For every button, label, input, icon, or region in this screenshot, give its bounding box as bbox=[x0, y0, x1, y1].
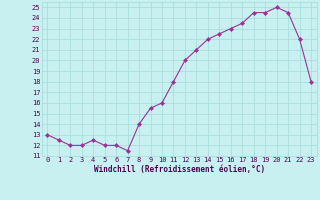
X-axis label: Windchill (Refroidissement éolien,°C): Windchill (Refroidissement éolien,°C) bbox=[94, 165, 265, 174]
